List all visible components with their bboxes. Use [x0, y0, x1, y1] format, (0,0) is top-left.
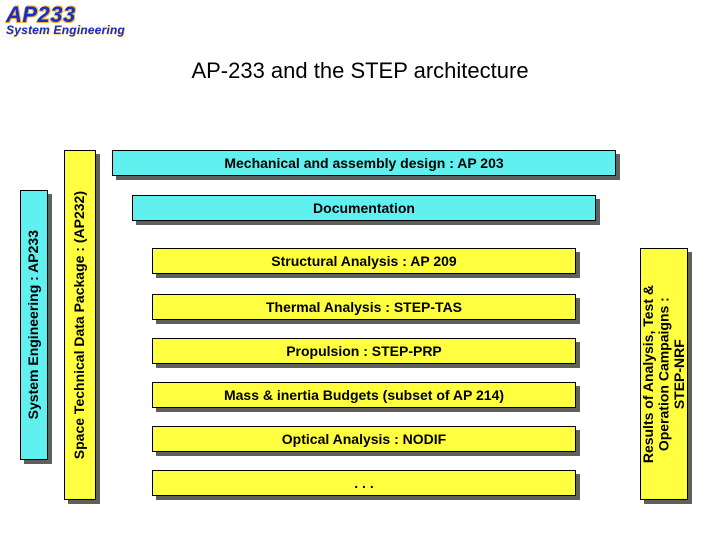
- page-title: AP-233 and the STEP architecture: [0, 58, 720, 84]
- row-mechanical-assembly: Mechanical and assembly design : AP 203: [112, 150, 616, 176]
- content-row: Propulsion : STEP-PRP: [152, 338, 576, 364]
- logo-sub-text: System Engineering: [6, 24, 125, 36]
- vbar-left1-label: System Engineering : AP233: [26, 230, 41, 419]
- content-row: Thermal Analysis : STEP-TAS: [152, 294, 576, 320]
- content-row: Mass & inertia Budgets (subset of AP 214…: [152, 382, 576, 408]
- row-label: Propulsion : STEP-PRP: [286, 343, 442, 359]
- content-row: . . .: [152, 470, 576, 496]
- vbar-right-label: Results of Analysis, Test & Operation Ca…: [641, 285, 687, 463]
- vbar-space-technical-data: Space Technical Data Package : (AP232): [64, 150, 96, 500]
- vbar-system-engineering: System Engineering : AP233: [20, 190, 48, 460]
- content-row: Documentation: [132, 195, 596, 221]
- row-label: Mass & inertia Budgets (subset of AP 214…: [224, 387, 504, 403]
- row-label: Documentation: [313, 200, 415, 216]
- content-row: Structural Analysis : AP 209: [152, 248, 576, 274]
- row-label: Structural Analysis : AP 209: [271, 253, 456, 269]
- content-row: Optical Analysis : NODIF: [152, 426, 576, 452]
- row-label: Mechanical and assembly design : AP 203: [224, 155, 503, 171]
- row-label: . . .: [354, 475, 373, 491]
- logo: AP233 System Engineering: [6, 4, 125, 36]
- vbar-results-analysis: Results of Analysis, Test & Operation Ca…: [640, 248, 688, 500]
- row-label: Optical Analysis : NODIF: [282, 431, 446, 447]
- vbar-left2-label: Space Technical Data Package : (AP232): [72, 191, 87, 459]
- row-label: Thermal Analysis : STEP-TAS: [266, 299, 462, 315]
